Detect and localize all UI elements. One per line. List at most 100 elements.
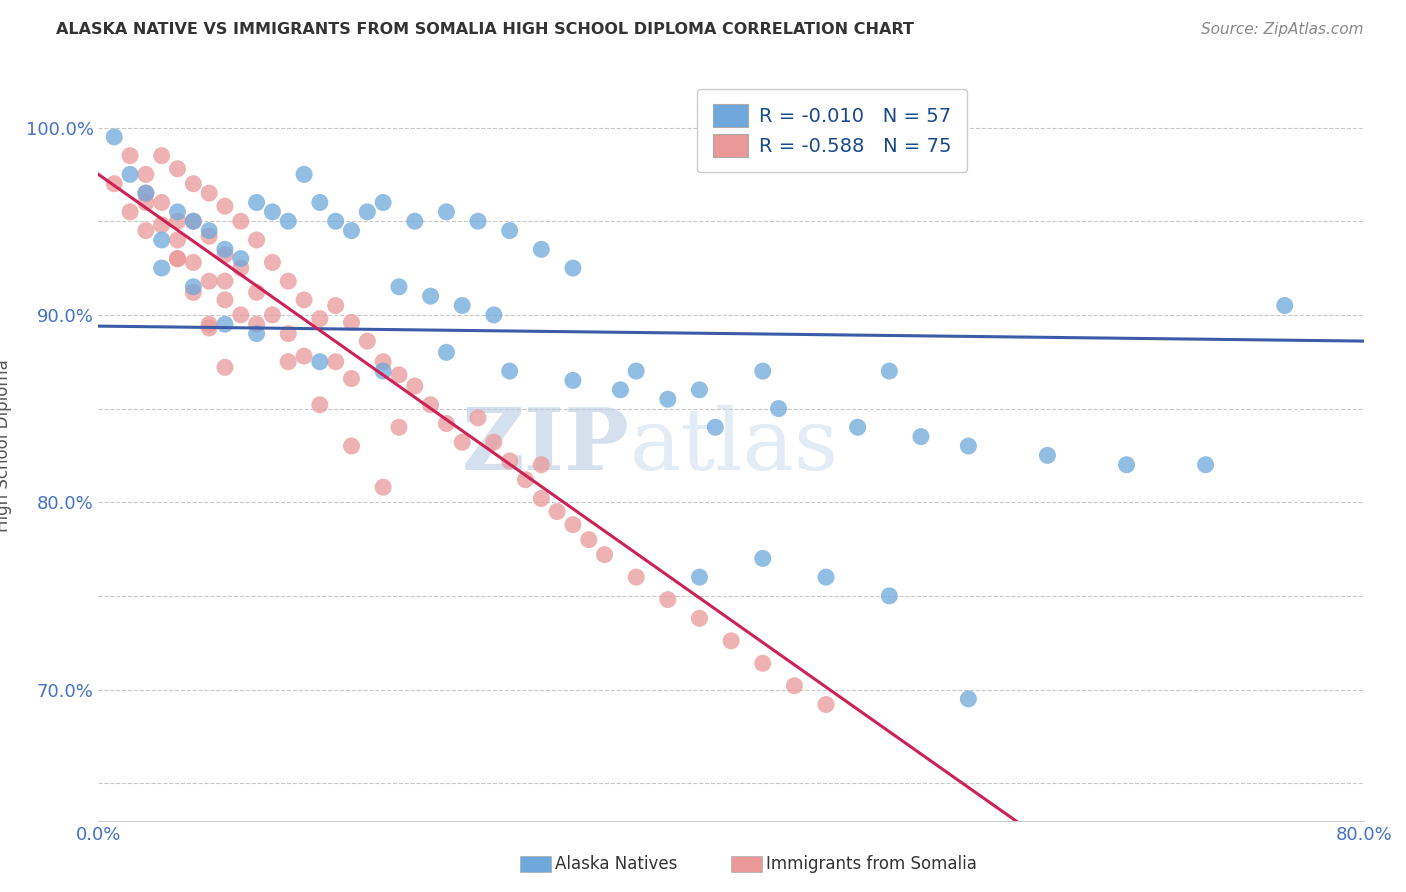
Point	[340, 439, 363, 453]
Point	[751, 551, 773, 566]
Point	[451, 299, 474, 313]
Point	[166, 205, 188, 219]
Point	[419, 289, 441, 303]
Point	[814, 698, 837, 712]
Point	[183, 214, 205, 228]
Point	[404, 214, 426, 228]
Point	[877, 364, 900, 378]
Point	[325, 214, 347, 228]
Point	[198, 229, 221, 244]
Point	[720, 633, 742, 648]
Point	[120, 205, 141, 219]
Point	[229, 261, 252, 276]
Point	[214, 199, 236, 213]
Point	[198, 186, 221, 201]
Point	[371, 480, 394, 494]
Point	[436, 205, 458, 219]
Point	[1194, 458, 1216, 472]
Point	[198, 321, 221, 335]
Point	[704, 420, 727, 434]
Point	[498, 224, 520, 238]
Point	[183, 280, 205, 294]
Text: ALASKA NATIVE VS IMMIGRANTS FROM SOMALIA HIGH SCHOOL DIPLOMA CORRELATION CHART: ALASKA NATIVE VS IMMIGRANTS FROM SOMALIA…	[56, 22, 914, 37]
Point	[1274, 299, 1296, 313]
Point	[688, 611, 710, 625]
Point	[657, 592, 679, 607]
Point	[451, 435, 474, 450]
Point	[325, 355, 347, 369]
Point	[340, 224, 363, 238]
Point	[246, 285, 269, 300]
Point	[814, 570, 837, 584]
Point	[624, 570, 647, 584]
Point	[135, 168, 157, 182]
Point	[262, 205, 284, 219]
Point	[404, 379, 426, 393]
Point	[183, 177, 205, 191]
Y-axis label: High School Diploma: High School Diploma	[0, 359, 11, 533]
Point	[166, 214, 188, 228]
Point	[246, 233, 269, 247]
Point	[103, 177, 125, 191]
Point	[688, 383, 710, 397]
Point	[214, 248, 236, 262]
Point	[262, 308, 284, 322]
Legend: R = -0.010   N = 57, R = -0.588   N = 75: R = -0.010 N = 57, R = -0.588 N = 75	[697, 88, 967, 172]
Point	[309, 195, 332, 210]
Point	[609, 383, 631, 397]
Point	[561, 374, 585, 388]
Point	[515, 473, 537, 487]
Point	[593, 548, 616, 562]
Point	[688, 570, 710, 584]
Point	[482, 435, 505, 450]
Point	[229, 308, 252, 322]
Point	[436, 345, 458, 359]
Point	[578, 533, 600, 547]
Point	[957, 692, 980, 706]
Point	[371, 195, 394, 210]
Point	[246, 195, 269, 210]
Point	[561, 517, 585, 532]
Point	[325, 299, 347, 313]
Point	[214, 293, 236, 307]
Point	[277, 326, 299, 341]
Point	[482, 308, 505, 322]
Point	[166, 252, 188, 266]
Point	[166, 161, 188, 176]
Point	[388, 420, 411, 434]
Point	[214, 274, 236, 288]
Point	[150, 195, 173, 210]
Point	[292, 168, 315, 182]
Point	[530, 458, 553, 472]
Text: atlas: atlas	[630, 404, 839, 488]
Point	[1036, 449, 1059, 463]
Point	[120, 168, 141, 182]
Point	[498, 454, 520, 468]
Point	[371, 364, 394, 378]
Point	[150, 233, 173, 247]
Point	[530, 243, 553, 257]
Point	[356, 205, 378, 219]
Point	[371, 355, 394, 369]
Point	[262, 255, 284, 269]
Point	[183, 285, 205, 300]
Point	[498, 364, 520, 378]
Point	[546, 505, 568, 519]
Text: Source: ZipAtlas.com: Source: ZipAtlas.com	[1201, 22, 1364, 37]
Point	[198, 224, 221, 238]
Point	[309, 311, 332, 326]
Point	[150, 218, 173, 232]
Point	[135, 186, 157, 201]
Point	[910, 430, 932, 444]
Point	[135, 186, 157, 201]
Point	[436, 417, 458, 431]
Point	[277, 355, 299, 369]
Point	[419, 398, 441, 412]
Point	[657, 392, 679, 407]
Point	[198, 274, 221, 288]
Point	[214, 243, 236, 257]
Point	[768, 401, 790, 416]
Point	[150, 149, 173, 163]
Point	[214, 360, 236, 375]
Text: ZIP: ZIP	[463, 404, 630, 488]
